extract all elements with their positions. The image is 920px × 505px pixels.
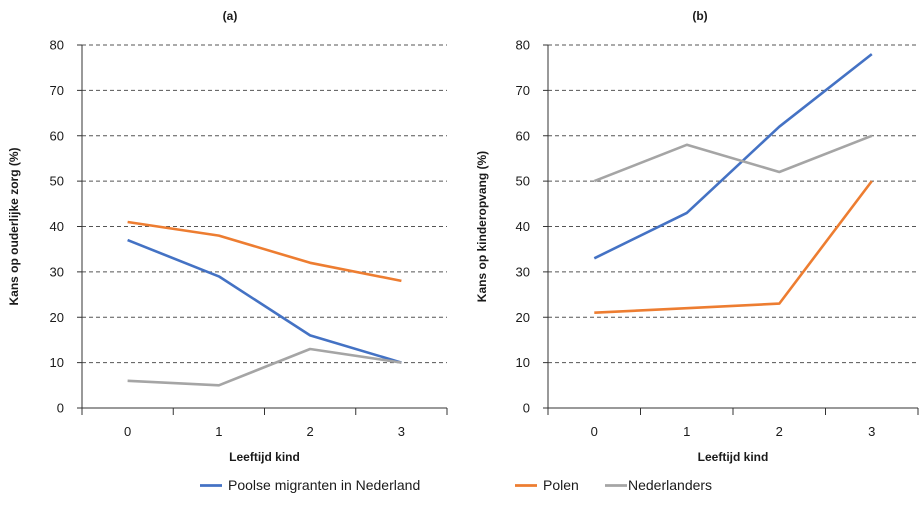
panel-b-title: (b) <box>692 9 707 23</box>
panel-a-series-line-0 <box>127 238 402 364</box>
panel-a-series-line-1 <box>127 220 402 283</box>
panel-a-y-tick-label: 30 <box>50 264 64 279</box>
panel-a-x-tick-label: 0 <box>124 424 131 439</box>
panel-b-y-tick-label: 0 <box>523 401 530 416</box>
panel-b-x-tick-label: 3 <box>868 424 875 439</box>
panel-a-y-tick-label: 10 <box>50 355 64 370</box>
panel-a-x-tick-label: 1 <box>215 424 222 439</box>
panel-b-y-tick-label: 80 <box>516 38 530 53</box>
panel-b-y-tick-label: 60 <box>516 128 530 143</box>
panel-b-x-axis-title: Leeftijd kind <box>698 450 769 464</box>
panel-a-y-tick-label: 70 <box>50 83 64 98</box>
legend-label-1: Polen <box>543 477 579 493</box>
panel-b-series-line-0 <box>593 53 873 260</box>
panel-a-y-axis-title: Kans op ouderlijke zorg (%) <box>7 147 21 305</box>
panel-a-x-tick-label: 3 <box>398 424 405 439</box>
panel-a-y-tick-label: 40 <box>50 219 64 234</box>
panel-a: (a) 0 10 20 30 40 50 60 70 80 0 1 2 3 Leeftijd kind Kan… <box>7 9 448 464</box>
panel-b-y-tick-label: 30 <box>516 264 530 279</box>
panel-a-x-axis-title: Leeftijd kind <box>229 450 300 464</box>
panel-a-y-tick-label: 80 <box>50 38 64 53</box>
panel-a-y-tick-label: 50 <box>50 174 64 189</box>
panel-b-x-tick-label: 0 <box>591 424 598 439</box>
panel-a-y-tick-label: 60 <box>50 128 64 143</box>
panel-b-y-axis-title: Kans op kinderopvang (%) <box>475 151 489 302</box>
panel-b-y-tick-label: 50 <box>516 174 530 189</box>
legend-label-0: Poolse migranten in Nederland <box>228 477 420 493</box>
panel-b-x-tick-label: 2 <box>776 424 783 439</box>
legend: Poolse migranten in Nederland Polen Nederl… <box>200 477 712 493</box>
panel-b-series-line-1 <box>594 180 873 314</box>
panel-a-y-tick-label: 20 <box>50 310 64 325</box>
panel-a-series-line-2 <box>127 347 402 387</box>
panel-b-y-tick-label: 10 <box>516 355 530 370</box>
panel-a-y-tick-label: 0 <box>57 401 64 416</box>
panel-a-x-tick-label: 2 <box>307 424 314 439</box>
panel-b-y-tick-label: 40 <box>516 219 530 234</box>
panel-b-x-tick-label: 1 <box>683 424 690 439</box>
panel-a-title: (a) <box>223 9 238 23</box>
panel-b-series-line-2 <box>593 134 873 183</box>
panel-b-y-tick-label: 70 <box>516 83 530 98</box>
legend-label-2: Nederlanders <box>628 477 712 493</box>
panel-b-y-tick-label: 20 <box>516 310 530 325</box>
panel-b: (b) 0 10 20 30 40 50 60 70 80 0 1 2 3 Leeftijd kind Kan… <box>475 9 919 464</box>
